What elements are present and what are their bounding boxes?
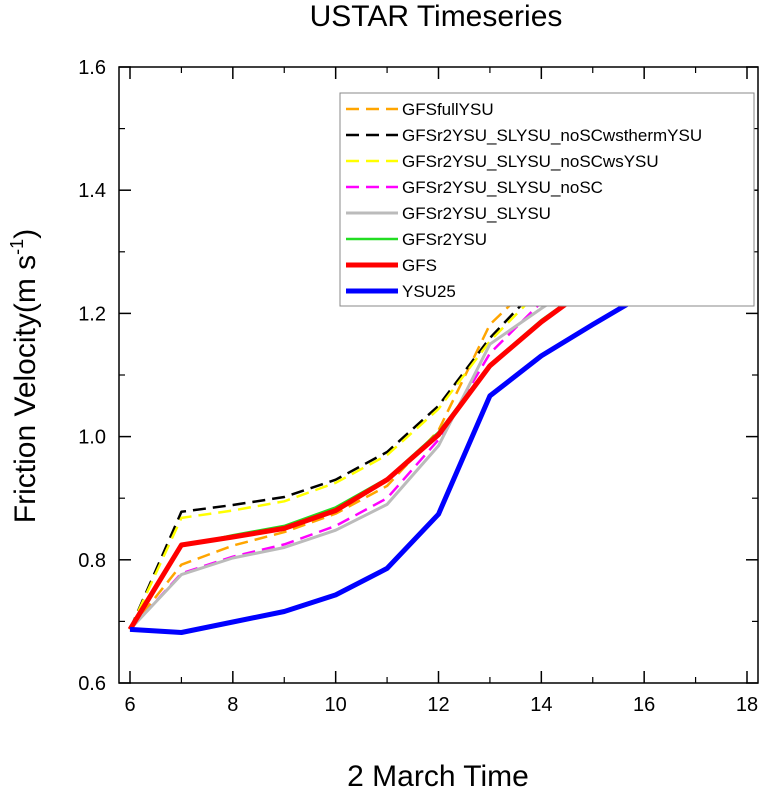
- y-tick-label: 1.2: [78, 303, 106, 325]
- x-tick-label: 18: [736, 694, 758, 716]
- legend: GFSfullYSU GFSr2YSU_SLYSU_noSCwsthermYSU G…: [339, 92, 755, 307]
- legend-label: GFS: [402, 256, 437, 275]
- x-tick-label: 16: [633, 694, 655, 716]
- legend-label: GFSr2YSU_SLYSU: [402, 204, 551, 223]
- y-axis-title: Friction Velocity(m s-1): [7, 229, 42, 523]
- legend-label: GFSfullYSU: [402, 100, 494, 119]
- legend-box: [339, 92, 755, 307]
- x-tick-label: 12: [427, 694, 449, 716]
- y-tick-label: 1.4: [78, 180, 106, 202]
- y-tick-label: 0.6: [78, 673, 106, 695]
- x-tick-label: 8: [227, 694, 238, 716]
- y-axis: 0.6 0.8 1.0 1.2 1.4 1.6: [78, 57, 758, 695]
- legend-label: GFSr2YSU_SLYSU_noSCwsthermYSU: [402, 126, 702, 145]
- y-axis-title-sup: -1: [7, 239, 27, 255]
- legend-label: GFSr2YSU_SLYSU_noSC: [402, 178, 603, 197]
- x-tick-label: 14: [530, 694, 552, 716]
- x-axis: 6 8 10 12 14 16 18: [124, 67, 758, 716]
- legend-label: GFSr2YSU_SLYSU_noSCwsYSU: [402, 152, 659, 171]
- y-tick-label: 1.6: [78, 57, 106, 79]
- series-line: [128, 176, 748, 630]
- chart-title: USTAR Timeseries: [310, 0, 563, 33]
- y-axis-title-main: Friction Velocity(m s: [9, 255, 42, 523]
- x-tick-label: 10: [325, 694, 347, 716]
- legend-label: GFSr2YSU: [402, 230, 487, 249]
- legend-label: YSU25: [402, 282, 456, 301]
- y-tick-label: 1.0: [78, 427, 106, 449]
- x-tick-label: 6: [124, 694, 135, 716]
- y-tick-label: 0.8: [78, 550, 106, 572]
- x-axis-title: 2 March Time: [347, 760, 529, 791]
- y-axis-title-close: ): [9, 229, 42, 239]
